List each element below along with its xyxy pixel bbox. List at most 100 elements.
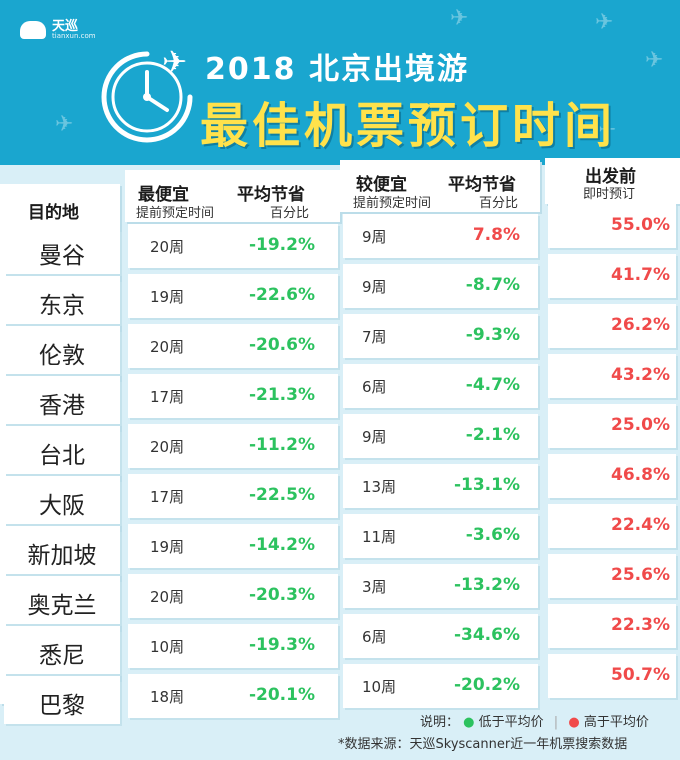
legend-divider: | [553, 715, 559, 730]
cheaper-weeks: 6周 [362, 378, 387, 396]
header-lastminute-sub: 即时预订 [583, 187, 636, 202]
cheapest-saving: -20.3% [248, 585, 315, 605]
destination-name: 东京 [39, 293, 85, 319]
booking-time-table: 目的地 最便宜 提前预定时间 平均节省 百分比 较便宜 提前预定时间 平均节省 … [0, 158, 680, 724]
cheapest-weeks: 20周 [150, 238, 185, 256]
lastminute-premium: 50.7% [611, 665, 670, 685]
cheapest-weeks: 18周 [150, 688, 185, 706]
cheaper-weeks: 9周 [362, 228, 387, 246]
cheapest-weeks: 17周 [150, 388, 185, 406]
plane-icon: ✈ [450, 6, 469, 31]
destination-cell [4, 530, 120, 574]
cheapest-cell [128, 574, 338, 618]
cheapest-weeks: 20周 [150, 438, 185, 456]
destination-cell [4, 330, 120, 374]
cheaper-cell [343, 314, 538, 358]
cheapest-cell [128, 274, 338, 318]
header-destination: 目的地 [28, 203, 79, 223]
cheaper-cell [343, 464, 538, 508]
lastminute-cell [548, 654, 676, 698]
plane-icon: ✈ [595, 10, 614, 35]
cheaper-weeks: 3周 [362, 578, 387, 596]
destination-name: 伦敦 [39, 343, 85, 369]
data-source: *数据来源：天巡Skyscanner近一年机票搜索数据 [338, 737, 628, 752]
cloud-wifi-icon [20, 21, 46, 39]
cheaper-cell [343, 364, 538, 408]
cheapest-weeks: 19周 [150, 538, 185, 556]
lastminute-column-header-bg [545, 158, 680, 204]
cheapest-saving: -21.3% [248, 385, 315, 405]
cheapest-saving: -22.5% [248, 485, 315, 505]
cheaper-cell [343, 264, 538, 308]
plane-icon: ✈ [55, 112, 74, 137]
cheapest-saving: -22.6% [248, 285, 315, 305]
destination-name: 香港 [39, 393, 85, 419]
cheapest-saving: -20.6% [248, 335, 315, 355]
lastminute-cell [548, 454, 676, 498]
header-cheapest-save: 平均节省 [237, 185, 305, 205]
lastminute-premium: 26.2% [611, 315, 670, 335]
legend: 说明： ● 低于平均价 | ● 高于平均价 [420, 711, 649, 730]
cheapest-weeks: 20周 [150, 588, 185, 606]
plane-icon: ✈ [645, 48, 664, 73]
lastminute-cell [548, 404, 676, 448]
lastminute-premium: 43.2% [611, 365, 670, 385]
cheaper-cell [343, 564, 538, 608]
title-line1: 2018 北京出境游 [205, 52, 469, 87]
lastminute-cell [548, 304, 676, 348]
plane-icon: ✈ [598, 118, 617, 143]
cheaper-cell [343, 414, 538, 458]
destination-name: 新加坡 [27, 543, 97, 569]
title-line2: 最佳机票预订时间 [200, 98, 617, 154]
cheaper-saving: -3.6% [465, 525, 520, 545]
legend-green-label: 低于平均价 [478, 715, 544, 730]
cheapest-saving: -19.3% [248, 635, 315, 655]
legend-prefix: 说明： [420, 715, 460, 730]
lastminute-premium: 41.7% [611, 265, 670, 285]
destination-cell [4, 580, 120, 624]
header-banner: ✈ ✈ ✈ ✈ ✈ 天巡 tianxun.com ✈ 2018 北京出境游 最佳… [0, 0, 680, 165]
header-cheapest-save-sub: 百分比 [270, 206, 310, 221]
cheaper-weeks: 7周 [362, 328, 387, 346]
cheapest-cell [128, 524, 338, 568]
destination-cell [4, 230, 120, 274]
cheaper-weeks: 13周 [362, 478, 397, 496]
destination-cell [4, 430, 120, 474]
lastminute-premium: 25.6% [611, 565, 670, 585]
header-cheaper: 较便宜 [356, 175, 407, 195]
legend-green-dot: ● [463, 715, 475, 730]
lastminute-cell [548, 204, 676, 248]
cheaper-weeks: 9周 [362, 428, 387, 446]
destination-name: 巴黎 [39, 693, 85, 719]
destination-name: 奥克兰 [27, 593, 97, 619]
destination-name: 悉尼 [39, 643, 85, 669]
cheaper-saving: -2.1% [465, 425, 520, 445]
destination-cell [4, 630, 120, 674]
lastminute-premium: 22.4% [611, 515, 670, 535]
logo-sub: tianxun.com [52, 32, 96, 40]
cheaper-saving: -13.2% [453, 575, 520, 595]
cheapest-saving: -19.2% [248, 235, 315, 255]
cheaper-saving: -13.1% [453, 475, 520, 495]
cheapest-cell [128, 374, 338, 418]
destination-name: 大阪 [39, 493, 85, 519]
cheapest-column-header-bg [125, 170, 340, 222]
cheapest-saving: -11.2% [248, 435, 315, 455]
lastminute-cell [548, 504, 676, 548]
clock-plane-icon: ✈ [101, 45, 193, 143]
header-lastminute: 出发前 [585, 167, 636, 187]
cheapest-cell [128, 674, 338, 718]
cheapest-cell [128, 324, 338, 368]
cheaper-saving: -8.7% [465, 275, 520, 295]
lastminute-premium: 22.3% [611, 615, 670, 635]
cheaper-saving: -4.7% [465, 375, 520, 395]
cheaper-weeks: 9周 [362, 278, 387, 296]
legend-red-label: 高于平均价 [583, 715, 649, 730]
destination-cell [4, 480, 120, 524]
cheaper-weeks: 10周 [362, 678, 397, 696]
cheaper-saving: -34.6% [453, 625, 520, 645]
svg-text:✈: ✈ [162, 45, 187, 80]
cheapest-cell [128, 624, 338, 668]
header-cheapest: 最便宜 [138, 185, 189, 205]
cheapest-cell [128, 474, 338, 518]
